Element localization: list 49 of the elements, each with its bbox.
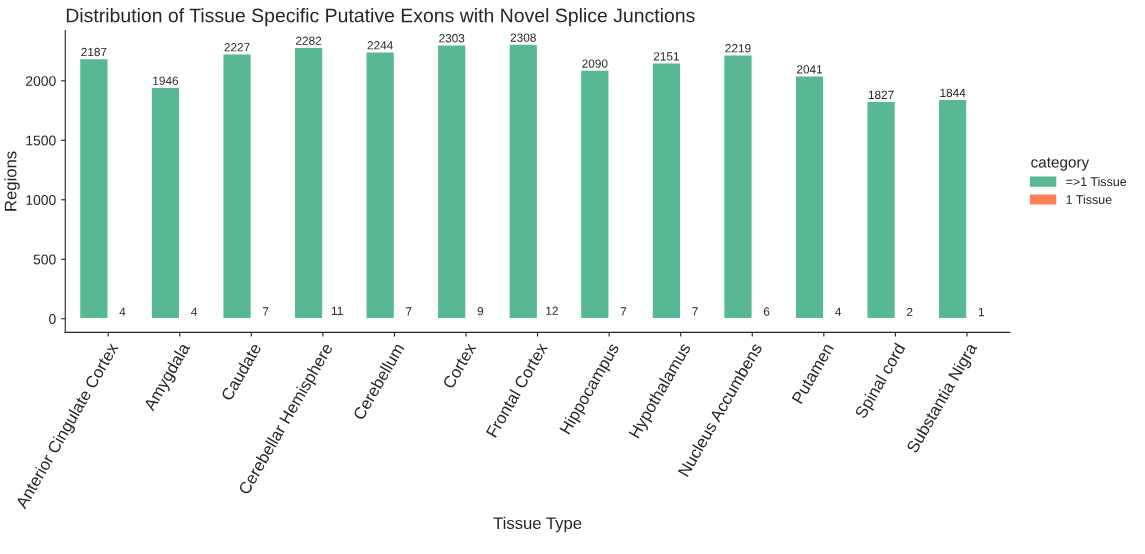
data-label: 1844 <box>940 88 966 98</box>
data-label: 2090 <box>582 59 608 68</box>
bar <box>937 98 968 320</box>
data-label: 2 <box>907 307 913 317</box>
data-label: 2227 <box>224 43 250 52</box>
data-label: 2303 <box>439 34 465 43</box>
chart-title: Distribution of Tissue Specific Putative Exons with Novel Splice Junctions <box>66 8 695 27</box>
bar <box>651 62 682 320</box>
data-label: 2187 <box>81 47 107 57</box>
y-tick-label: 2000 <box>26 76 56 86</box>
legend-label: 1 Tissue <box>1066 194 1112 204</box>
data-label: 4 <box>191 307 198 316</box>
data-label: 2282 <box>296 36 322 45</box>
data-label: 7 <box>406 307 412 316</box>
data-label: 12 <box>546 306 558 315</box>
data-label: 2151 <box>653 52 679 61</box>
data-label: 2244 <box>367 41 393 50</box>
data-label: 1946 <box>153 76 179 85</box>
data-label: 1827 <box>868 90 894 100</box>
y-tick-label: 0 <box>49 314 56 324</box>
bar <box>794 75 825 320</box>
data-label: 11 <box>331 306 343 315</box>
data-label: 6 <box>763 307 770 316</box>
legend-title: category <box>1031 157 1090 171</box>
x-axis-title: Tissue Type <box>493 516 582 533</box>
bar <box>150 86 181 320</box>
data-label: 7 <box>692 307 698 316</box>
bar <box>365 51 396 320</box>
data-label: 4 <box>119 307 126 316</box>
data-label: 2041 <box>796 65 823 74</box>
data-label: 7 <box>620 307 627 316</box>
legend-label: =>1 Tissue <box>1066 176 1127 187</box>
y-axis-title: Regions <box>4 151 20 211</box>
bar <box>222 53 253 320</box>
data-label: 9 <box>477 306 484 316</box>
bar <box>436 44 467 320</box>
y-tick-label: 1000 <box>26 195 56 205</box>
data-label: 7 <box>262 307 269 316</box>
bar <box>579 69 610 320</box>
y-tick-label: 1500 <box>26 135 56 146</box>
data-label: 2308 <box>510 33 536 42</box>
y-tick-label: 500 <box>33 254 56 265</box>
data-label: 2219 <box>725 44 751 53</box>
bar <box>78 57 109 320</box>
bar <box>866 100 897 320</box>
data-label: 1 <box>978 308 984 317</box>
bar <box>293 46 324 320</box>
data-label: 4 <box>835 307 842 316</box>
bar <box>722 54 753 320</box>
